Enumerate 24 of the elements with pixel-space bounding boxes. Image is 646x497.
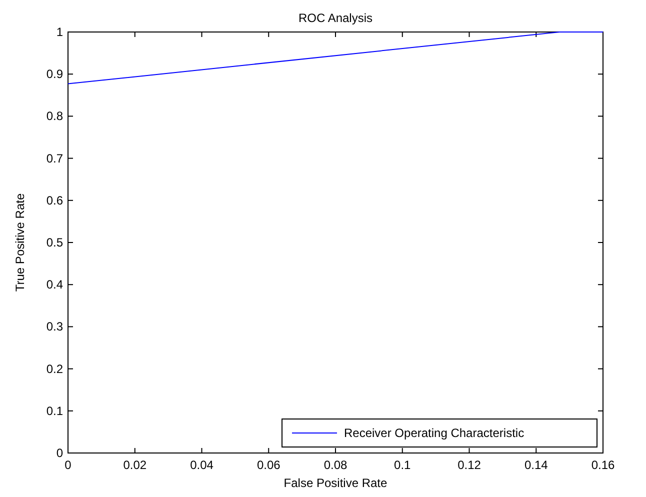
legend-label: Receiver Operating Characteristic [344,426,524,440]
x-tick-label: 0.14 [524,458,548,472]
y-tick-label: 0.1 [46,404,64,418]
y-tick-label: 0.4 [46,278,64,292]
x-tick-label: 0 [64,458,72,472]
y-tick-label: 0.8 [46,109,64,124]
x-tick-label: 0.16 [591,458,615,472]
y-axis-title: True Positive Rate [13,193,27,292]
y-tick-label: 0.2 [46,362,64,376]
y-tick-label: 0.3 [46,320,64,334]
x-tick-label: 0.08 [324,458,348,472]
x-tick-label: 0.06 [256,458,281,472]
x-tick-label: 0.02 [123,458,147,472]
y-tick-label: 0.6 [46,193,64,208]
x-tick-label: 0.12 [458,458,482,472]
y-tick-label: 0.7 [46,151,64,166]
y-tick-label: 0 [56,446,64,460]
x-tick-label: 0.1 [394,458,412,472]
y-tick-label: 0.9 [46,67,64,82]
x-tick-label: 0.04 [190,458,214,472]
y-tick-label: 1 [56,25,64,39]
x-axis-title: False Positive Rate [284,476,388,490]
y-tick-label: 0.5 [46,236,64,250]
chart-title: ROC Analysis [298,11,373,25]
